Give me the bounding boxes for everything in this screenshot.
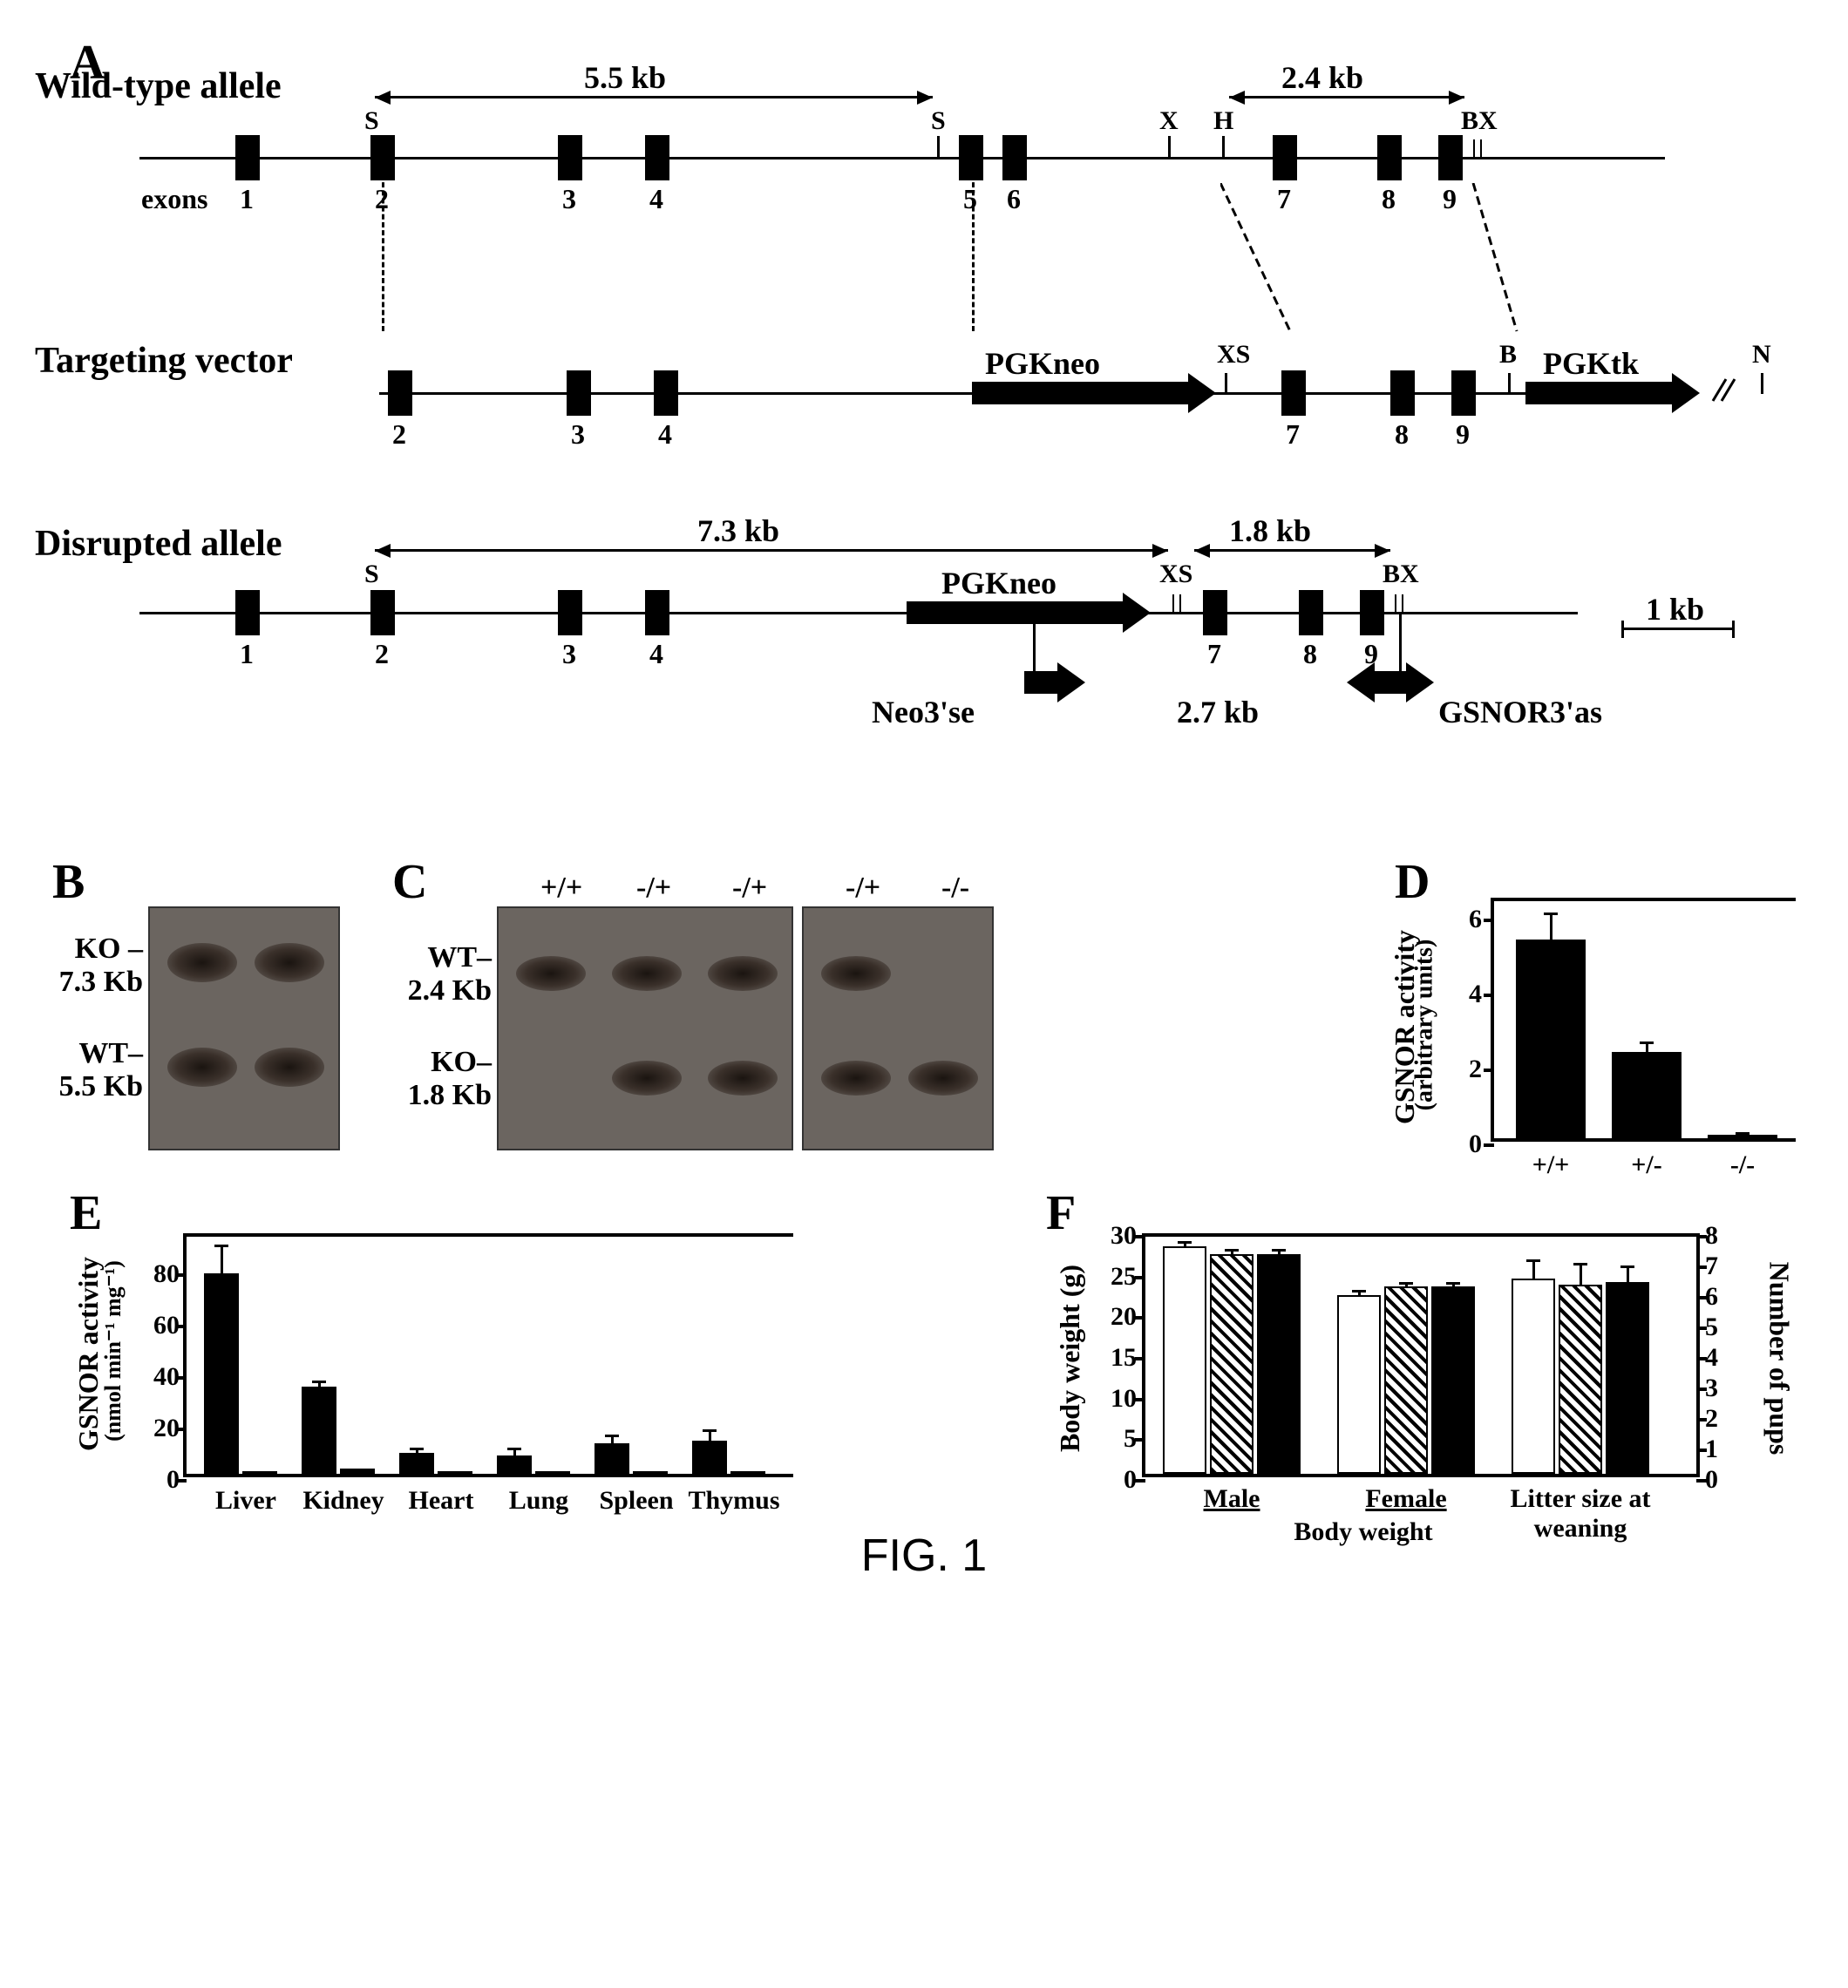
- bar-wt-Heart: [399, 1453, 434, 1474]
- exon-1: [235, 135, 260, 180]
- da-s: S: [364, 560, 379, 589]
- da-bx: BX: [1383, 560, 1419, 589]
- pgktk-label: PGKtk: [1543, 345, 1639, 382]
- da-title: Disrupted allele: [35, 523, 282, 565]
- b-ko-label: KO –7.3 Kb: [40, 933, 143, 999]
- bar-wt-Spleen: [594, 1443, 629, 1474]
- panel-a: A Wild-type allele 5.5 kb 2.4 kb S S X H…: [35, 35, 1813, 819]
- tv-title: Targeting vector: [35, 340, 293, 382]
- bar-ko-Lung: [535, 1471, 570, 1474]
- tv-b: B: [1499, 340, 1517, 370]
- panel-d: D GSNOR activity (arbitrary units) 0246+…: [1342, 854, 1813, 1150]
- pgktk-arrow: [1525, 382, 1674, 404]
- chart-e: 020406080LiverKidneyHeartLungSpleenThymu…: [183, 1233, 793, 1477]
- wt-site-bx: BX: [1461, 106, 1498, 136]
- wt-title: Wild-type allele: [35, 65, 282, 107]
- wt-span1-kb: 5.5 kb: [584, 59, 666, 96]
- da-span1-arrow: [375, 549, 1168, 552]
- targeting-row: Targeting vector 2 3 4 PGKneo XS 7 8 9 B…: [35, 314, 1778, 488]
- exon-8: [1377, 135, 1402, 180]
- c-ko-label: KO–1.8 Kb: [380, 1046, 492, 1112]
- bar-wt-Liver: [204, 1273, 239, 1474]
- chart-f: 051015202530012345678MaleFemaleLitter si…: [1142, 1233, 1700, 1477]
- bar-ko-Liver: [242, 1471, 277, 1474]
- bar-Female-+/+: [1337, 1295, 1381, 1474]
- bar-Male--/-: [1257, 1254, 1301, 1474]
- exon-9: [1438, 135, 1463, 180]
- primer-neo3se: [1024, 671, 1059, 694]
- bar--/-: [1708, 1135, 1777, 1138]
- exons-row-label: exons: [141, 183, 207, 215]
- scale-bar: [1621, 628, 1735, 630]
- panel-b: B KO –7.3 Kb WT–5.5 Kb: [35, 854, 349, 1150]
- bar-+/+: [1516, 940, 1586, 1138]
- bar-Litter size at weaning-+/+: [1512, 1279, 1555, 1474]
- wt-site-h: H: [1213, 106, 1233, 136]
- panel-c: C +/+ -/+ -/+ -/+ -/-: [375, 854, 1002, 1150]
- bar-Female--/-: [1431, 1286, 1475, 1474]
- row-bcd: B KO –7.3 Kb WT–5.5 Kb C +/+: [35, 854, 1813, 1150]
- panel-e: E GSNOR activity (nmol min⁻¹ mg⁻¹) 02040…: [35, 1185, 819, 1477]
- bar-Litter size at weaning-+/-: [1559, 1285, 1602, 1474]
- wt-span2-kb: 2.4 kb: [1281, 59, 1363, 96]
- chart-d: 0246+/++/--/-: [1491, 898, 1796, 1142]
- da-pgkneo-label: PGKneo: [941, 565, 1056, 601]
- wt-site-x: X: [1159, 106, 1179, 136]
- exon-4: [645, 135, 669, 180]
- bar-wt-Thymus: [692, 1441, 727, 1474]
- exon-6: [1002, 135, 1027, 180]
- da-span1-kb: 7.3 kb: [697, 512, 779, 549]
- bar-ko-Heart: [438, 1471, 472, 1474]
- exon-7: [1273, 135, 1297, 180]
- da-span2-arrow: [1194, 549, 1390, 552]
- pgkneo-arrow: [972, 382, 1190, 404]
- disrupted-row: Disrupted allele 7.3 kb 1.8 kb S XS BX 1…: [35, 514, 1778, 758]
- wt-span2-arrow: [1229, 96, 1464, 98]
- blot-b: [148, 906, 340, 1150]
- tv-xs: XS: [1217, 340, 1250, 370]
- wt-line: [139, 157, 1665, 159]
- row-ef: E GSNOR activity (nmol min⁻¹ mg⁻¹) 02040…: [35, 1185, 1813, 1477]
- exon-5: [959, 135, 983, 180]
- wt-span1-arrow: [375, 96, 933, 98]
- bar-Male-+/+: [1163, 1246, 1206, 1474]
- bar-ko-Kidney: [340, 1469, 375, 1474]
- bar-Male-+/-: [1210, 1254, 1254, 1474]
- bar-wt-Lung: [497, 1455, 532, 1474]
- tv-n: N: [1752, 340, 1771, 370]
- bar-Litter size at weaning--/-: [1606, 1282, 1649, 1475]
- bar-+/-: [1612, 1052, 1682, 1138]
- figure-1: A Wild-type allele 5.5 kb 2.4 kb S S X H…: [35, 35, 1813, 1582]
- panel-f: F Body weight (g) Number of pups 0510152…: [1029, 1185, 1813, 1477]
- primer-gsnor3as: [1373, 671, 1408, 694]
- da-span2-kb: 1.8 kb: [1229, 512, 1311, 549]
- blot-c2: [802, 906, 994, 1150]
- pgkneo-label: PGKneo: [985, 345, 1100, 382]
- bar-ko-Spleen: [633, 1471, 668, 1474]
- wt-site-s2: S: [931, 106, 946, 136]
- c-wt-label: WT–2.4 Kb: [380, 941, 492, 1008]
- bar-ko-Thymus: [730, 1471, 765, 1474]
- bar-Female-+/-: [1384, 1286, 1428, 1474]
- blot-c1: [497, 906, 793, 1150]
- da-pgkneo-arrow: [907, 601, 1124, 624]
- da-xs: XS: [1159, 560, 1192, 589]
- bar-wt-Kidney: [302, 1387, 336, 1474]
- exon-3: [558, 135, 582, 180]
- b-wt-label: WT–5.5 Kb: [40, 1037, 143, 1103]
- wt-site-s1: S: [364, 106, 379, 136]
